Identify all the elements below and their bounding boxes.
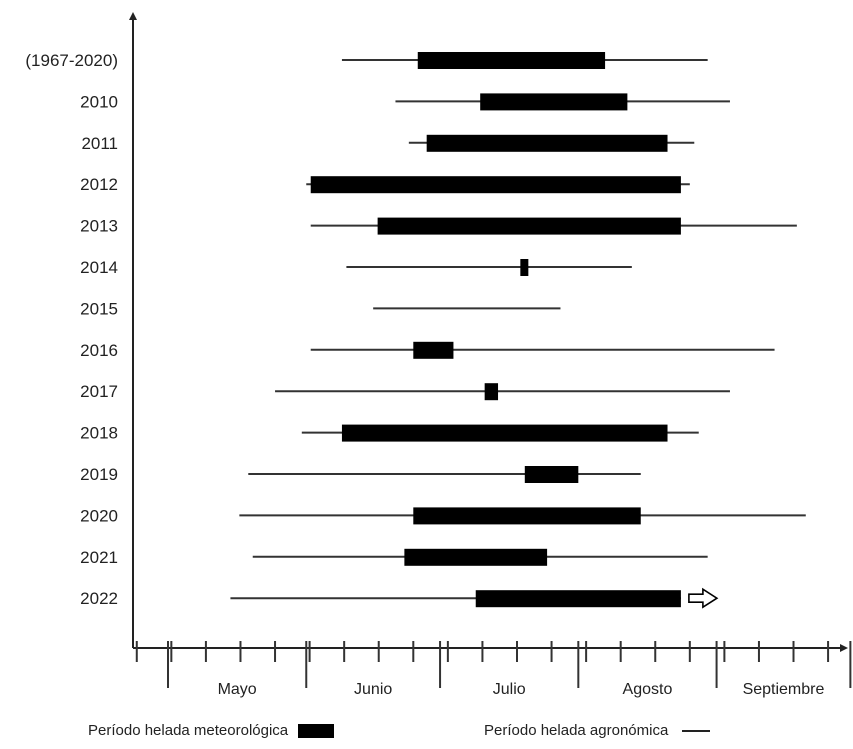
- legend-bar-swatch: [298, 723, 335, 738]
- y-tick-label: 2010: [80, 92, 118, 111]
- meteorological-period-bar: [413, 341, 454, 359]
- y-tick-label: 2012: [80, 175, 118, 194]
- legend-agronomica-label: Período helada agronómica: [484, 722, 669, 739]
- x-axis-arrow: [840, 644, 848, 652]
- row-2017: 2017: [80, 382, 730, 401]
- gantt-chart: (1967-2020) 2010 2011 2012 2013 2014 2015 2016 2…: [25, 12, 852, 698]
- meteorological-period-bar: [404, 548, 548, 566]
- row-2010: 2010: [80, 92, 730, 111]
- y-tick-label: 2022: [80, 589, 118, 608]
- row-2019: 2019: [80, 465, 641, 484]
- month-label: Septiembre: [743, 681, 825, 698]
- month-label: Julio: [493, 681, 526, 698]
- row-2015: 2015: [80, 299, 561, 318]
- meteorological-period-bar: [341, 424, 668, 442]
- y-tick-label: 2014: [80, 258, 118, 277]
- y-tick-label: 2015: [80, 299, 118, 318]
- legend-agronomica: Período helada agronómica: [484, 722, 711, 739]
- meteorological-period-bar: [524, 466, 579, 483]
- row-2012: 2012: [80, 175, 690, 194]
- x-axis: Mayo Junio Julio Agosto Septiembre: [135, 641, 852, 698]
- month-label: Agosto: [623, 681, 673, 698]
- meteorological-period-bar: [480, 93, 628, 111]
- row-2013: 2013: [80, 217, 797, 236]
- rows: (1967-2020) 2010 2011 2012 2013 2014 2015 2016 2…: [25, 51, 806, 609]
- y-tick-label: 2020: [80, 506, 118, 525]
- row-2020: 2020: [80, 506, 806, 525]
- meteorological-period-bar: [310, 176, 681, 194]
- meteorological-period-bar: [475, 590, 681, 608]
- y-axis-arrow: [129, 12, 137, 20]
- row-2016: 2016: [80, 341, 775, 360]
- row-2022: 2022: [80, 587, 719, 609]
- meteorological-period-bar: [417, 52, 606, 69]
- y-tick-label: 2013: [80, 217, 118, 236]
- y-tick-label: 2019: [80, 465, 118, 484]
- y-tick-label: 2016: [80, 341, 118, 360]
- row-2018: 2018: [80, 424, 699, 443]
- meteorological-period-bar: [520, 259, 529, 276]
- y-tick-label: 2018: [80, 424, 118, 443]
- y-tick-label: 2021: [80, 548, 118, 567]
- y-tick-label: (1967-2020): [25, 51, 118, 70]
- meteorological-period-bar: [426, 134, 668, 152]
- meteorological-period-bar: [377, 217, 681, 235]
- meteorological-period-bar: [484, 383, 499, 401]
- y-tick-label: 2017: [80, 382, 118, 401]
- month-label: Mayo: [218, 681, 257, 698]
- legend-meteorologica: Período helada meteorológica: [88, 722, 335, 739]
- meteorological-period-bar: [413, 507, 641, 525]
- continuation-arrow-icon: [688, 587, 719, 609]
- legend-line-swatch: [682, 729, 711, 732]
- row-2014: 2014: [80, 258, 632, 277]
- row-2011: 2011: [81, 134, 695, 153]
- row-2021: 2021: [80, 548, 708, 567]
- row-(1967-2020): (1967-2020): [25, 51, 708, 70]
- legend-meteorologica-label: Período helada meteorológica: [88, 722, 289, 739]
- month-label: Junio: [354, 681, 392, 698]
- y-tick-label: 2011: [81, 134, 118, 153]
